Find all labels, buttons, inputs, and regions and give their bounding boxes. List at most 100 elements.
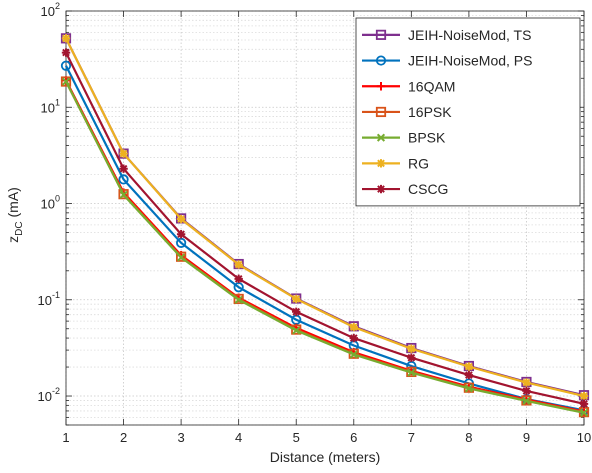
data-point [349, 350, 358, 359]
data-point [176, 214, 186, 224]
data-point [292, 307, 301, 316]
y-tick-exponent: -2 [52, 386, 60, 396]
y-tick-exponent: 1 [55, 97, 60, 107]
legend: JEIH-NoiseMod, TS JEIH-NoiseMod, PS 16QAM 1… [355, 17, 581, 207]
x-tick-label: 1 [62, 430, 69, 445]
x-tick-label: 7 [408, 430, 415, 445]
y-axis-label-main: z [5, 236, 21, 243]
data-point [522, 378, 531, 387]
legend-label: JEIH-NoiseMod, PS [408, 53, 532, 69]
legend-entry-5: RG [362, 155, 429, 171]
x-tick-label: 6 [350, 430, 357, 445]
data-point [119, 149, 128, 158]
y-tick-exponent: 0 [55, 194, 60, 204]
y-tick-base: 10 [38, 293, 52, 308]
legend-marker [375, 29, 387, 40]
x-tick-label: 8 [465, 430, 472, 445]
data-point [464, 362, 474, 371]
data-point [234, 274, 243, 284]
series-line [65, 81, 585, 414]
data-point [60, 76, 72, 87]
y-tick-label: 10-1 [38, 290, 60, 308]
data-point [234, 295, 243, 304]
data-point [61, 34, 71, 43]
data-point [176, 237, 187, 248]
data-point [234, 260, 243, 269]
series-line [65, 37, 585, 398]
legend-label: JEIH-NoiseMod, TS [408, 27, 531, 43]
series-5 [61, 34, 589, 401]
x-tick-label: 10 [577, 430, 591, 445]
y-tick-base: 10 [41, 4, 55, 19]
data-point [349, 333, 358, 343]
legend-entry-6: CSCG [362, 181, 448, 197]
legend-label: BPSK [408, 130, 446, 146]
y-tick-label: 100 [41, 194, 60, 212]
legend-label: 16QAM [408, 78, 455, 94]
data-point [407, 353, 416, 362]
y-tick-exponent: -1 [52, 290, 60, 300]
y-tick-label: 102 [41, 1, 60, 19]
data-point [464, 384, 473, 393]
x-tick-label: 3 [177, 430, 184, 445]
data-point [118, 174, 129, 185]
data-point [349, 322, 358, 332]
data-point [522, 396, 531, 405]
legend-label: CSCG [408, 181, 448, 197]
x-tick-label: 9 [523, 430, 530, 445]
legend-marker [376, 184, 386, 194]
data-point [292, 294, 301, 304]
series-line [65, 65, 585, 412]
data-point [176, 251, 187, 262]
legend-label: 16PSK [408, 104, 452, 120]
legend-marker [376, 133, 386, 142]
legend-entry-2: 16QAM [362, 78, 455, 94]
data-point [60, 60, 72, 71]
x-axis-label: Distance (meters) [270, 449, 380, 465]
data-point [579, 399, 589, 409]
legend-entry-0: JEIH-NoiseMod, TS [362, 27, 531, 43]
y-tick-label: 101 [41, 97, 60, 115]
series-6 [61, 48, 589, 409]
data-point [119, 164, 128, 173]
legend-entry-1: JEIH-NoiseMod, PS [362, 53, 532, 69]
y-tick-base: 10 [41, 197, 55, 212]
data-point [233, 293, 244, 305]
y-tick-exponent: 2 [55, 1, 60, 11]
legend-marker [375, 55, 387, 66]
data-point [292, 326, 301, 335]
plot-frame [65, 10, 585, 426]
y-tick-base: 10 [41, 100, 55, 115]
legend-marker [375, 106, 387, 118]
legend-entry-4: BPSK [362, 130, 446, 146]
data-point [522, 386, 531, 396]
x-tick-label: 4 [235, 430, 242, 445]
data-point [177, 253, 186, 262]
y-tick-base: 10 [38, 389, 52, 404]
data-point [119, 190, 128, 199]
data-point [291, 324, 302, 335]
y-tick-label: 10-2 [38, 386, 60, 404]
legend-marker [376, 82, 386, 91]
data-point [579, 391, 589, 401]
legend-marker [376, 159, 386, 168]
series-layer [60, 33, 590, 418]
legend-label: RG [408, 155, 429, 171]
data-point [118, 189, 129, 200]
y-axis-label-unit: (mA) [5, 187, 21, 221]
data-point [579, 408, 589, 417]
data-point [407, 368, 416, 377]
series-line [65, 52, 585, 405]
legend-entry-3: 16PSK [362, 104, 452, 120]
data-point [61, 77, 71, 86]
data-point [176, 229, 186, 239]
data-point [464, 370, 474, 380]
series-4 [61, 77, 589, 417]
x-tick-label: 2 [120, 430, 127, 445]
y-axis-label: zDC (mA) [5, 187, 25, 243]
x-tick-label: 5 [293, 430, 300, 445]
y-axis-label-sub: DC [14, 221, 25, 235]
